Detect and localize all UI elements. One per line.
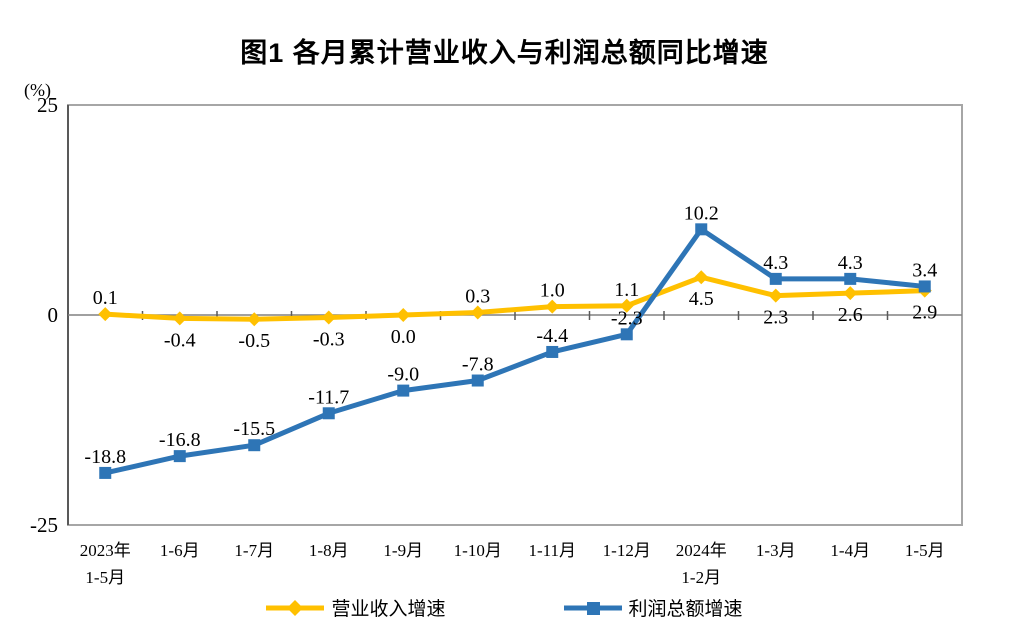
data-point-marker	[546, 345, 559, 358]
category-label: 1-4月	[830, 541, 870, 560]
category-label: 1-3月	[756, 541, 796, 560]
data-point-label: 0.1	[93, 287, 118, 309]
data-point-label: -0.4	[164, 329, 196, 351]
data-point-marker	[545, 299, 560, 314]
revenue-series-swatch-icon	[266, 599, 325, 616]
category-label: 1-11月	[528, 541, 576, 560]
data-point-marker	[247, 312, 262, 327]
data-point-marker	[172, 311, 187, 326]
category-label: 2023年	[80, 541, 131, 560]
category-label: 1-7月	[234, 541, 274, 560]
data-point-label: 2.3	[763, 307, 788, 329]
category-label: 1-6月	[160, 541, 200, 560]
data-point-marker	[918, 280, 931, 293]
y-tick-label: -25	[30, 513, 58, 537]
data-point-marker	[396, 308, 411, 322]
data-point-label: -16.8	[159, 429, 201, 451]
category-label: 1-5月	[905, 541, 945, 560]
data-point-label: -7.8	[462, 354, 494, 376]
category-label: 1-9月	[383, 541, 423, 560]
data-point-label: 4.3	[838, 252, 863, 274]
data-point-label: -15.5	[233, 418, 275, 440]
data-point-label: -9.0	[387, 364, 419, 386]
data-point-label: 3.4	[912, 259, 937, 281]
data-point-marker	[397, 384, 410, 397]
data-point-marker	[322, 407, 335, 420]
data-point-label: 4.5	[689, 288, 714, 310]
profit-series-swatch-icon	[563, 601, 622, 615]
series-line	[102, 226, 928, 476]
legend-label-profit: 利润总额增速	[628, 599, 743, 620]
legend-item-profit: 利润总额增速	[563, 594, 743, 621]
data-point-marker	[620, 328, 633, 341]
data-point-marker	[470, 305, 485, 320]
y-tick-label: 25	[37, 93, 58, 117]
y-axis-unit-label: (%)	[24, 80, 51, 100]
data-point-marker	[321, 310, 336, 325]
data-point-marker	[99, 466, 112, 479]
data-point-marker	[843, 286, 858, 301]
category-label: 1-2月	[681, 568, 721, 587]
data-point-label: 2.6	[838, 304, 863, 326]
data-point-label: 10.2	[684, 202, 719, 224]
data-point-label: -0.3	[313, 329, 345, 351]
data-point-marker	[769, 272, 782, 285]
category-label: 1-12月	[603, 541, 651, 560]
data-point-label: 1.1	[614, 279, 639, 301]
data-point-label: -18.8	[84, 446, 126, 468]
data-point-marker	[844, 272, 857, 285]
data-point-label: 2.9	[912, 302, 937, 324]
data-point-marker	[694, 270, 709, 285]
category-label: 1-8月	[309, 541, 349, 560]
data-point-marker	[173, 450, 186, 463]
category-label: 1-10月	[454, 541, 502, 560]
data-point-label: 1.0	[540, 280, 565, 302]
data-point-label: 4.3	[763, 252, 788, 274]
category-label: 1-5月	[85, 568, 125, 587]
y-tick-label: 0	[48, 303, 59, 327]
data-point-label: -4.4	[536, 325, 568, 347]
chart-title: 图1 各月累计营业收入与利润总额同比增速	[240, 38, 769, 68]
category-label: 2024年	[676, 541, 727, 560]
data-point-label: -2.3	[611, 307, 643, 329]
data-point-marker	[768, 288, 783, 303]
data-point-label: 0.0	[391, 326, 416, 348]
data-point-marker	[619, 298, 634, 313]
data-point-label: -11.7	[308, 386, 349, 408]
data-point-label: -0.5	[238, 330, 270, 352]
legend-item-revenue: 营业收入增速	[266, 594, 446, 621]
legend-label-revenue: 营业收入增速	[331, 599, 446, 620]
data-point-marker	[98, 307, 113, 322]
data-point-marker	[471, 374, 484, 387]
series-line	[102, 274, 928, 322]
legend: 营业收入增速 利润总额增速	[0, 594, 1009, 621]
data-point-label: 0.3	[465, 285, 490, 307]
data-point-marker	[695, 223, 708, 236]
data-point-marker	[248, 439, 261, 452]
